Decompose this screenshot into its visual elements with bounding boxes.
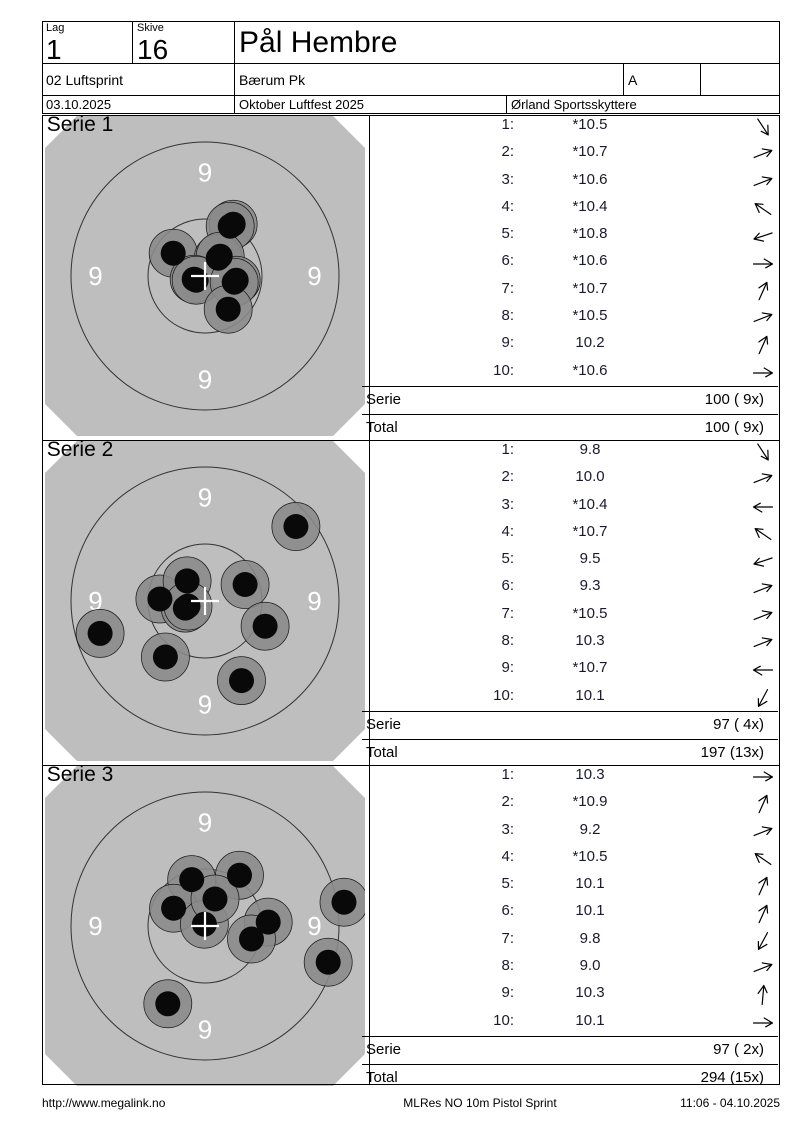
svg-text:9: 9 (198, 807, 212, 837)
svg-text:9: 9 (307, 586, 321, 616)
svg-text:9: 9 (307, 911, 321, 941)
svg-text:9: 9 (198, 364, 212, 394)
svg-text:9: 9 (198, 689, 212, 719)
svg-text:9: 9 (88, 261, 102, 291)
svg-text:9: 9 (88, 911, 102, 941)
svg-text:9: 9 (198, 1014, 212, 1044)
svg-text:9: 9 (198, 157, 212, 187)
svg-text:9: 9 (198, 482, 212, 512)
svg-text:9: 9 (307, 261, 321, 291)
